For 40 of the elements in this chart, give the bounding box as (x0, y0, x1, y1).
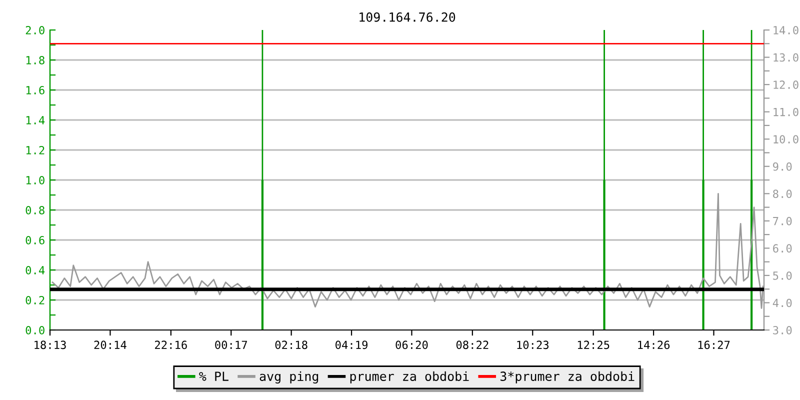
y2-tick-label: 12.0 (774, 80, 798, 89)
y-tick-label: 0.6 (26, 236, 44, 244)
y2-tick-label: 9.0 (773, 162, 792, 171)
x-tick-label: 02:18 (275, 340, 308, 350)
x-tick-label: 00:17 (215, 340, 247, 350)
y-tick-label: 0.0 (26, 326, 44, 334)
y-tick-label: 2.0 (26, 26, 44, 34)
x-tick-label: 14:26 (638, 340, 670, 350)
legend-label: % PL (199, 372, 228, 381)
y-tick-label: 1.2 (26, 146, 44, 154)
x-tick-label: 20:14 (94, 340, 126, 350)
y2-tick-label: 5.0 (773, 271, 792, 280)
y2-tick-label: 4.0 (772, 298, 792, 308)
legend-label: avg ping (260, 371, 318, 384)
legend-label: prumer za obdobi (350, 371, 469, 384)
y2-tick-label: 3.0 (773, 326, 792, 334)
x-tick-label: 18:13 (34, 340, 66, 350)
y-tick-label: 1.6 (26, 86, 44, 94)
legend-label: 3*prumer za obdobi (500, 371, 634, 384)
y-tick-label: 0.4 (26, 266, 45, 274)
x-tick-label: 12:25 (578, 340, 610, 350)
x-tick-label: 10:23 (517, 340, 549, 350)
chart-title: 109.164.76.20 (360, 12, 456, 22)
x-tick-label: 04:19 (336, 340, 368, 350)
y-tick-label: 1.4 (26, 116, 45, 124)
x-tick-label: 22:16 (155, 340, 187, 350)
y2-tick-label: 8.0 (773, 190, 792, 198)
y-tick-label: 0.8 (26, 206, 44, 214)
x-tick-label: 08:22 (456, 340, 488, 350)
y2-tick-label: 13.0 (774, 53, 798, 62)
y2-tick-label: 10.0 (774, 135, 798, 144)
y-tick-label: 1.0 (26, 176, 44, 184)
y-tick-label: 1.8 (26, 56, 44, 64)
y2-tick-label: 7.0 (773, 216, 792, 226)
x-tick-label: 16:27 (698, 340, 730, 350)
y2-tick-label: 6.0 (773, 244, 792, 253)
y-tick-label: 0.2 (26, 296, 44, 304)
y2-tick-label: 11.0 (774, 108, 798, 116)
x-tick-label: 06:20 (396, 340, 428, 350)
y2-tick-label: 14.0 (774, 26, 798, 34)
